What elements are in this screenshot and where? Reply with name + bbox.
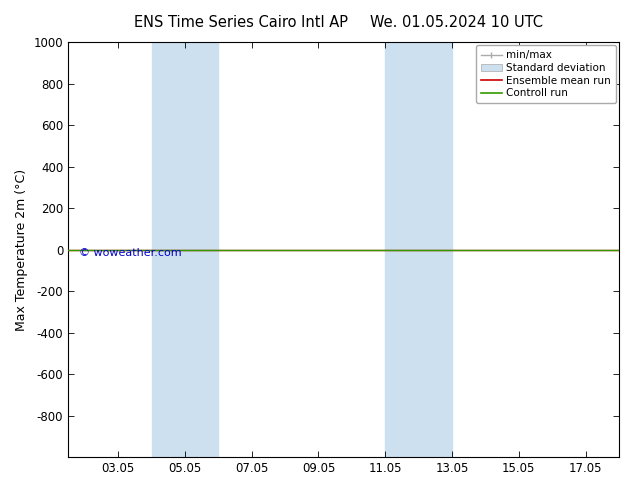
Legend: min/max, Standard deviation, Ensemble mean run, Controll run: min/max, Standard deviation, Ensemble me… — [476, 45, 616, 103]
Y-axis label: Max Temperature 2m (°C): Max Temperature 2m (°C) — [15, 169, 28, 331]
Text: We. 01.05.2024 10 UTC: We. 01.05.2024 10 UTC — [370, 15, 543, 30]
Text: © woweather.com: © woweather.com — [79, 247, 182, 258]
Bar — [152, 42, 218, 457]
Text: ENS Time Series Cairo Intl AP: ENS Time Series Cairo Intl AP — [134, 15, 348, 30]
Bar — [385, 42, 452, 457]
